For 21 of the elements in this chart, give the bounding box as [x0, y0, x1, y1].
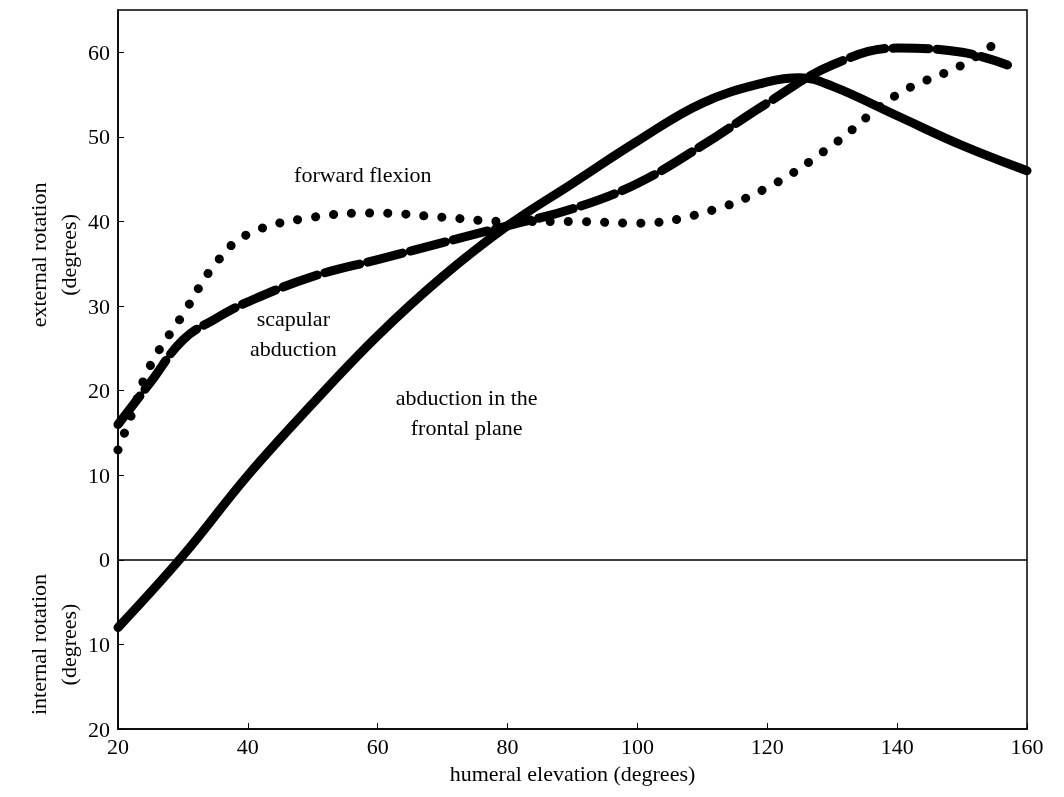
- x-tick-label: 40: [236, 733, 259, 759]
- x-tick-label: 160: [1010, 733, 1044, 759]
- y-axis-title: external rotation (degrees): [25, 182, 81, 328]
- text: internal rotation (degrees): [25, 573, 81, 716]
- series-label: forward flexion: [294, 162, 432, 188]
- y-tick-label: 0: [99, 547, 110, 573]
- x-axis-title: humeral elevation (degrees): [449, 760, 696, 786]
- x-tick-label: 140: [880, 733, 914, 759]
- x-tick-label: 80: [496, 733, 519, 759]
- y-tick-label: 40: [88, 209, 110, 234]
- y-tick-label: 20: [88, 378, 110, 404]
- x-tick-label: 120: [750, 733, 784, 759]
- y-tick-label: 10: [88, 632, 110, 657]
- x-tick-label: 60: [366, 733, 389, 759]
- y-tick-label: 50: [88, 124, 110, 150]
- y-tick-label: 30: [88, 293, 110, 319]
- y-tick-label: 10: [88, 462, 110, 488]
- series-label: scapular abduction: [249, 305, 337, 361]
- text: abduction in the frontal plane: [395, 385, 538, 441]
- y-tick-label: 60: [88, 39, 110, 65]
- x-tick-label: 100: [620, 733, 654, 759]
